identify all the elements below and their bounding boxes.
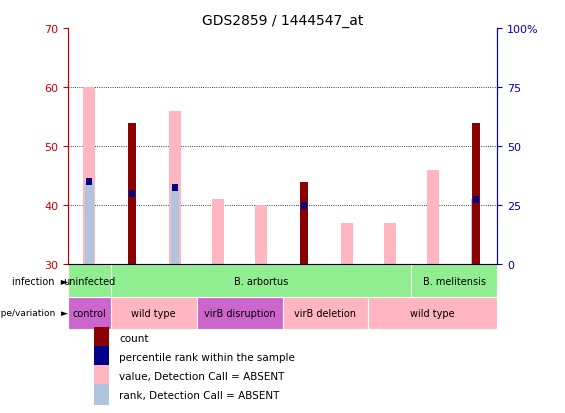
- Text: B. arbortus: B. arbortus: [234, 276, 288, 286]
- Bar: [68, 265, 111, 297]
- Text: wild type: wild type: [411, 308, 455, 318]
- Bar: [68, 297, 111, 329]
- Bar: [94, 347, 108, 368]
- Text: infection  ►: infection ►: [11, 276, 68, 286]
- Text: control: control: [72, 308, 106, 318]
- Text: wild type: wild type: [132, 308, 176, 318]
- Text: uninfected: uninfected: [63, 276, 115, 286]
- Bar: [128, 123, 136, 265]
- Bar: [471, 200, 480, 265]
- Bar: [255, 206, 267, 265]
- Bar: [427, 171, 439, 265]
- Bar: [212, 200, 224, 265]
- Bar: [368, 297, 497, 329]
- Bar: [83, 88, 95, 265]
- Text: genotype/variation  ►: genotype/variation ►: [0, 309, 68, 317]
- Bar: [94, 384, 108, 406]
- Bar: [172, 185, 178, 192]
- Bar: [169, 112, 181, 265]
- Text: virB disruption: virB disruption: [204, 308, 275, 318]
- Bar: [472, 123, 480, 265]
- Bar: [111, 297, 197, 329]
- Bar: [299, 206, 308, 265]
- Bar: [300, 182, 308, 265]
- Bar: [111, 265, 411, 297]
- Bar: [341, 223, 353, 265]
- Text: rank, Detection Call = ABSENT: rank, Detection Call = ABSENT: [119, 390, 280, 400]
- Bar: [411, 265, 497, 297]
- Bar: [384, 223, 396, 265]
- Title: GDS2859 / 1444547_at: GDS2859 / 1444547_at: [202, 14, 363, 28]
- Text: B. melitensis: B. melitensis: [423, 276, 486, 286]
- Text: virB deletion: virB deletion: [294, 308, 357, 318]
- Bar: [171, 188, 180, 265]
- Text: percentile rank within the sample: percentile rank within the sample: [119, 352, 295, 362]
- Bar: [473, 197, 479, 204]
- Text: value, Detection Call = ABSENT: value, Detection Call = ABSENT: [119, 371, 285, 381]
- Bar: [86, 179, 92, 186]
- Bar: [129, 190, 135, 197]
- Bar: [85, 182, 94, 265]
- Bar: [282, 297, 368, 329]
- Bar: [94, 366, 108, 387]
- Bar: [94, 328, 108, 349]
- Bar: [197, 297, 282, 329]
- Text: count: count: [119, 333, 149, 343]
- Bar: [301, 202, 307, 209]
